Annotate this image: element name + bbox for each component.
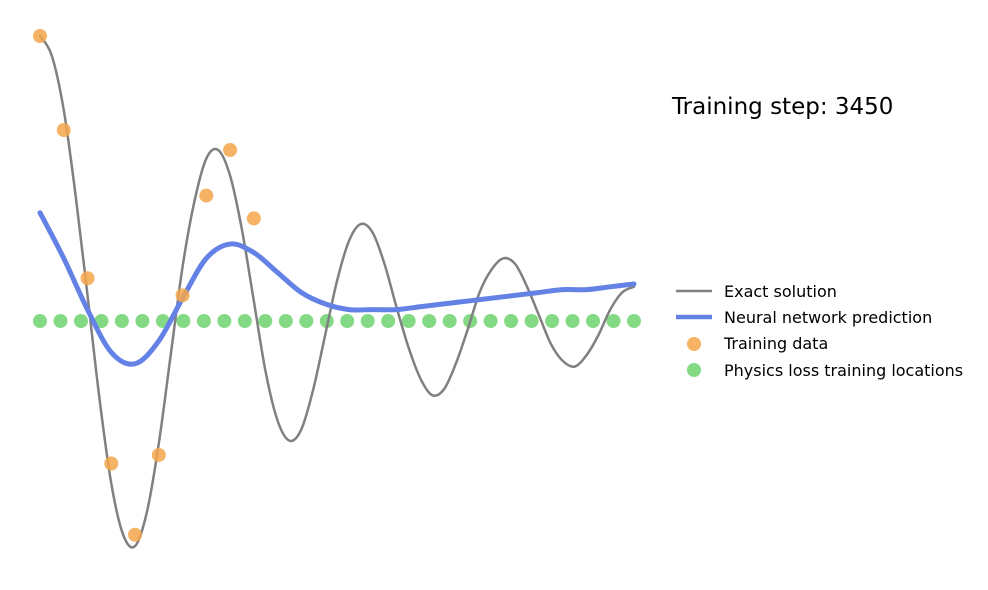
physics-loss-point [217,314,232,328]
physics-loss-point [53,314,68,328]
legend-swatch-training-data [687,337,701,351]
training-data-point [128,527,143,542]
physics-loss-point [258,314,273,328]
training-data-point [56,123,71,138]
physics-loss-point [135,314,150,328]
physics-loss-point [33,314,47,328]
physics-loss-point [114,314,129,328]
physics-loss-point [442,314,457,328]
training-data-point [175,288,190,303]
legend: Exact solution Neural network prediction… [676,282,963,380]
training-step-label: Training step: [671,94,828,120]
physics-loss-point [606,314,621,328]
training-step-annotation: Training step: 3450 [671,94,893,120]
legend-swatch-physics-loss-locations [687,363,701,377]
legend-label-exact-solution: Exact solution [724,282,837,301]
physics-loss-point [278,314,293,328]
physics-loss-point [299,314,314,328]
physics-loss-point [524,314,539,328]
physics-loss-point [237,314,252,328]
training-data-point [33,29,47,43]
physics-loss-point [360,314,375,328]
physics-loss-point [196,314,211,328]
physics-loss-point [73,314,88,328]
plot-area [33,29,641,549]
training-data-point [151,447,166,462]
physics-loss-point [94,314,109,328]
physics-loss-point [340,314,355,328]
training-data-point [104,456,119,471]
physics-loss-point [565,314,580,328]
training-data-point [246,211,261,226]
physics-loss-point [401,314,416,328]
training-step-value: 3450 [835,94,894,120]
legend-label-neural-network-prediction: Neural network prediction [724,308,932,327]
training-data-point [223,143,238,157]
training-data-point [80,271,95,286]
legend-label-training-data: Training data [723,334,828,353]
neural-network-prediction-line [37,210,637,367]
physics-loss-point [504,314,519,328]
physics-loss-point [422,314,437,328]
physics-loss-point [586,314,601,328]
physics-loss-point [319,314,334,328]
physics-loss-point [627,314,641,328]
physics-loss-point [176,314,191,328]
physics-loss-point [545,314,560,328]
training-data-point [199,188,214,203]
physics-loss-point [483,314,498,328]
physics-loss-point [381,314,396,328]
legend-label-physics-loss-locations: Physics loss training locations [724,361,963,380]
